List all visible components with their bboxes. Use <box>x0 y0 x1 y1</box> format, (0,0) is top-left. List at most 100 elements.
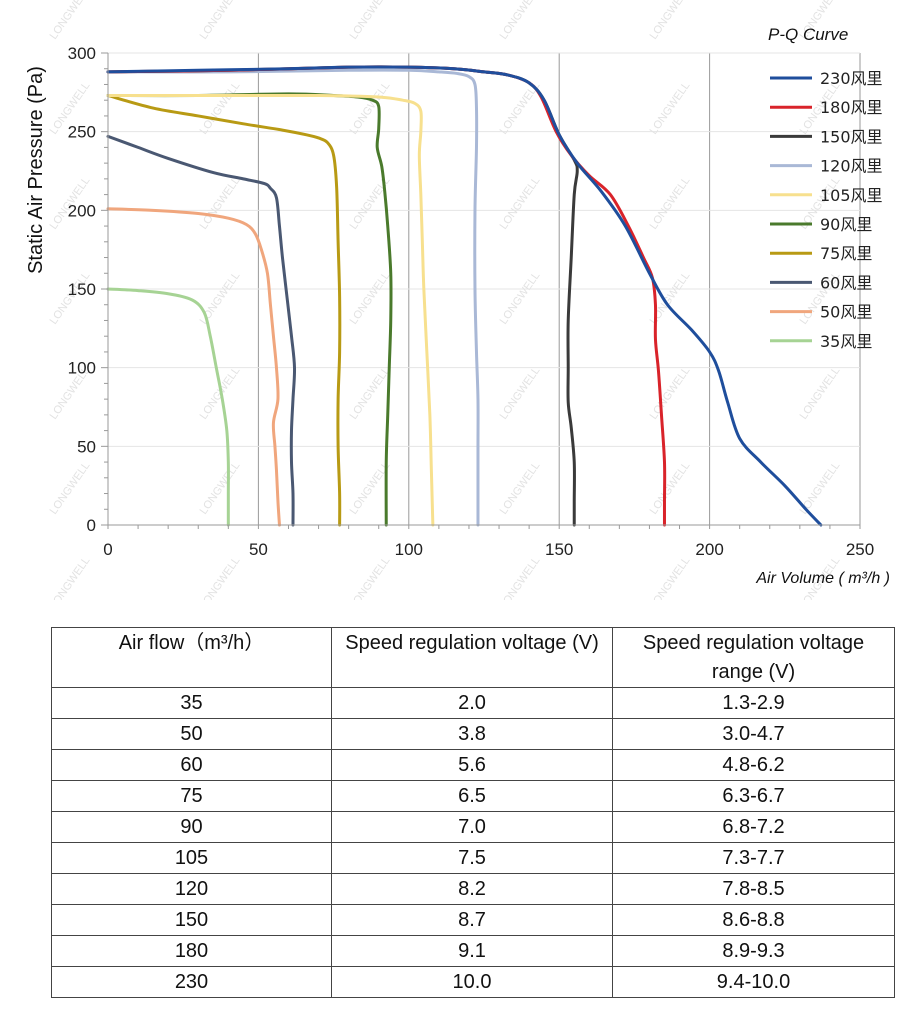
cell-voltage: 3.8 <box>331 718 613 750</box>
series-line-230风里 <box>106 65 823 527</box>
legend-label: 50风里 <box>820 303 872 322</box>
table-header-row: Air flow（m³/h） Speed regulation voltage … <box>51 627 895 688</box>
cell-flow: 105 <box>51 842 332 874</box>
table-row: 50 3.8 3.0-4.7 <box>51 718 895 750</box>
y-tick-label: 150 <box>68 280 96 299</box>
watermark-text: LONGWELL <box>498 270 543 327</box>
watermark-text: LONGWELL <box>348 0 393 42</box>
cell-flow: 50 <box>51 718 332 750</box>
watermark-text: LONGWELL <box>198 0 243 42</box>
table-row: 120 8.2 7.8-8.5 <box>51 873 895 905</box>
watermark-text: LONGWELL <box>498 0 543 42</box>
watermark-text: LONGWELL <box>198 555 243 600</box>
watermark-text: LONGWELL <box>648 80 693 137</box>
cell-flow: 60 <box>51 749 332 781</box>
watermark-text: LONGWELL <box>648 555 693 600</box>
watermark-text: LONGWELL <box>798 365 843 422</box>
y-axis-label: Static Air Pressure (Pa) <box>25 66 47 274</box>
y-tick-label: 300 <box>68 44 96 63</box>
watermark-text: LONGWELL <box>498 365 543 422</box>
cell-flow: 120 <box>51 873 332 905</box>
cell-voltage: 10.0 <box>331 966 613 998</box>
watermark-text: LONGWELL <box>498 555 543 600</box>
cell-flow: 75 <box>51 780 332 812</box>
series-line-90风里 <box>106 92 393 527</box>
x-tick-label: 0 <box>103 540 112 559</box>
cell-range: 8.6-8.8 <box>612 904 895 936</box>
watermark-text: LONGWELL <box>348 555 393 600</box>
table-row: 150 8.7 8.6-8.8 <box>51 904 895 936</box>
cell-range: 4.8-6.2 <box>612 749 895 781</box>
watermark-text: LONGWELL <box>48 0 93 42</box>
series-line-120风里 <box>106 68 480 527</box>
grid-layer <box>108 52 861 525</box>
table-row: 105 7.5 7.3-7.7 <box>51 842 895 874</box>
watermark-text: LONGWELL <box>648 365 693 422</box>
table-row: 180 9.1 8.9-9.3 <box>51 935 895 967</box>
cell-range: 7.3-7.7 <box>612 842 895 874</box>
x-tick-label: 150 <box>545 540 573 559</box>
watermark-text: LONGWELL <box>198 80 243 137</box>
watermark-text: LONGWELL <box>48 555 93 600</box>
table-row: 90 7.0 6.8-7.2 <box>51 811 895 843</box>
cell-range: 8.9-9.3 <box>612 935 895 967</box>
x-axis-label: Air Volume ( m³/h ) <box>755 570 890 587</box>
cell-range: 6.3-6.7 <box>612 780 895 812</box>
watermark-text: LONGWELL <box>348 365 393 422</box>
voltage-table: Air flow（m³/h） Speed regulation voltage … <box>51 627 895 998</box>
chart-svg: LONGWELL LONGWELL LONGWELL LONGWELL LONGWELL… <box>25 0 890 600</box>
legend-label: 35风里 <box>820 332 872 351</box>
series-line-75风里 <box>106 93 342 527</box>
series-line-105风里 <box>106 93 435 527</box>
watermark-text: LONGWELL <box>648 460 693 517</box>
watermark-layer: LONGWELL LONGWELL LONGWELL LONGWELL LONGWELL… <box>48 0 843 600</box>
y-tick-label: 100 <box>68 359 96 378</box>
legend-layer: 230风里 180风里 150风里 120风里 105风里 90风里 75风里 60风里 50风… <box>770 69 883 351</box>
cell-range: 6.8-7.2 <box>612 811 895 843</box>
cell-voltage: 7.0 <box>331 811 613 843</box>
watermark-text: LONGWELL <box>198 175 243 232</box>
watermark-text: LONGWELL <box>348 270 393 327</box>
watermark-text: LONGWELL <box>348 80 393 137</box>
pq-curve-chart: LONGWELL LONGWELL LONGWELL LONGWELL LONGWELL… <box>25 0 890 600</box>
series-line-35风里 <box>106 287 230 527</box>
x-tick-label: 250 <box>846 540 874 559</box>
cell-flow: 90 <box>51 811 332 843</box>
series-layer <box>106 65 823 527</box>
watermark-text: LONGWELL <box>648 0 693 42</box>
table-row: 35 2.0 1.3-2.9 <box>51 687 895 719</box>
table-row: 75 6.5 6.3-6.7 <box>51 780 895 812</box>
y-tick-label: 200 <box>68 201 96 220</box>
header-voltage: Speed regulation voltage (V) <box>331 627 613 688</box>
cell-flow: 230 <box>51 966 332 998</box>
watermark-text: LONGWELL <box>198 460 243 517</box>
cell-range: 3.0-4.7 <box>612 718 895 750</box>
y-tick-label: 250 <box>68 123 96 142</box>
axis-layer: 0 50 100 150 200 250 300 0 50 100 150 200 250 <box>68 44 875 559</box>
cell-flow: 150 <box>51 904 332 936</box>
cell-flow: 35 <box>51 687 332 719</box>
chart-title: P-Q Curve <box>768 25 848 44</box>
cell-range: 9.4-10.0 <box>612 966 895 998</box>
x-tick-label: 200 <box>695 540 723 559</box>
series-line-60风里 <box>106 134 297 527</box>
header-voltage-range: Speed regulation voltage range (V) <box>612 627 895 688</box>
cell-voltage: 6.5 <box>331 780 613 812</box>
legend-label: 120风里 <box>820 157 883 176</box>
table-row: 60 5.6 4.8-6.2 <box>51 749 895 781</box>
legend-label: 60风里 <box>820 273 872 292</box>
legend-label: 230风里 <box>820 69 883 88</box>
table-row: 230 10.0 9.4-10.0 <box>51 966 895 998</box>
watermark-text: LONGWELL <box>48 460 93 517</box>
cell-voltage: 8.7 <box>331 904 613 936</box>
x-tick-label: 100 <box>395 540 423 559</box>
legend-label: 90风里 <box>820 215 872 234</box>
legend-label: 150风里 <box>820 127 883 146</box>
legend-label: 105风里 <box>820 186 883 205</box>
cell-voltage: 8.2 <box>331 873 613 905</box>
watermark-text: LONGWELL <box>648 175 693 232</box>
watermark-text: LONGWELL <box>498 175 543 232</box>
x-tick-label: 50 <box>249 540 268 559</box>
header-air-flow: Air flow（m³/h） <box>51 627 332 688</box>
series-line-50风里 <box>106 207 281 527</box>
